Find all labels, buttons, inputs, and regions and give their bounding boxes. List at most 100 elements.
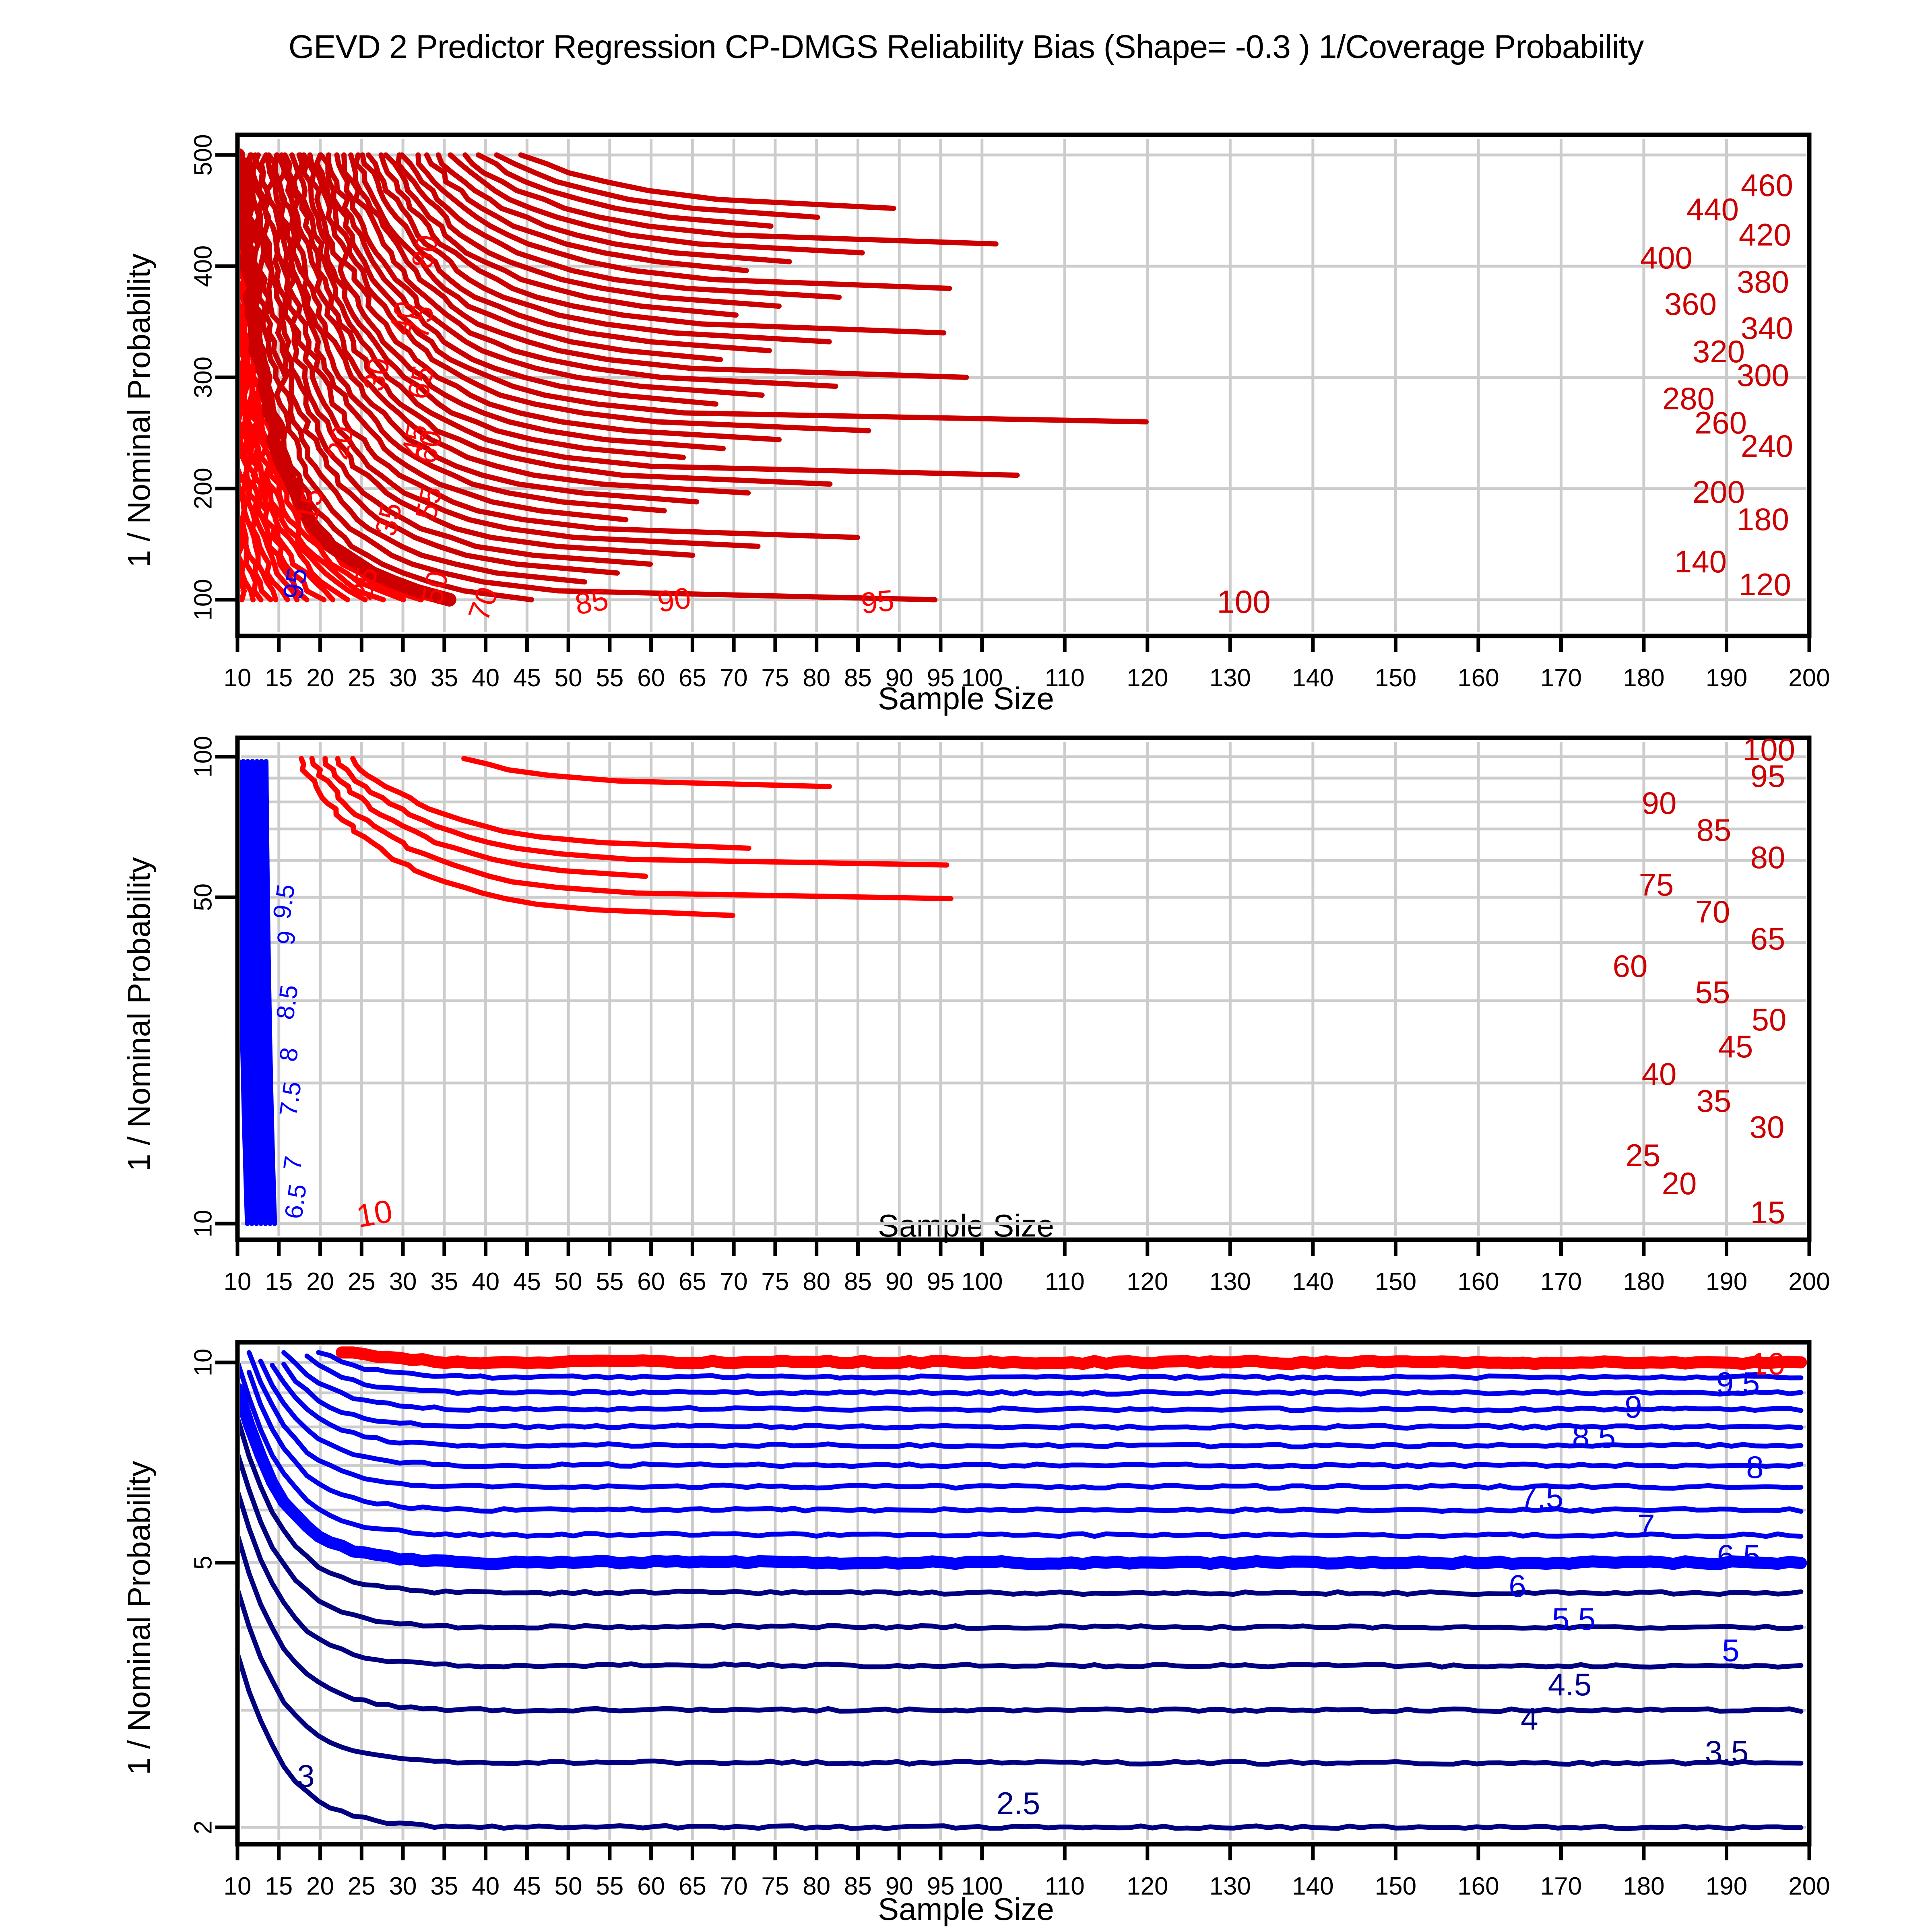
y-tick-label: 300 [190,357,217,398]
x-tick-label: 15 [265,664,293,692]
contour-label: 35 [369,500,408,539]
x-tick-label: 190 [1706,1268,1747,1296]
contour-line-blue-8 [250,759,264,1226]
x-tick-label: 150 [1375,664,1416,692]
contour-right-label-5.5: 5.5 [1552,1601,1596,1637]
x-tick-label: 95 [927,664,954,692]
contour-right-label-70: 70 [1695,894,1730,929]
page-title: GEVD 2 Predictor Regression CP-DMGS Reli… [288,29,1644,65]
contour-right-label-65: 65 [1750,921,1785,956]
contour-line-90 [240,158,406,603]
contour-label: 95 [277,566,313,602]
contour-line-55 [240,372,300,603]
plot-border [235,1340,1812,1847]
contour-line-370 [378,152,947,336]
x-tick-label: 50 [555,1268,582,1296]
y-tick-label: 200 [190,468,217,509]
contour-line-20 [461,756,832,789]
panel-2-xlabel: Sample Size [878,1208,1054,1243]
x-tick-label: 25 [348,664,376,692]
x-tick-label: 50 [555,1872,582,1900]
y-tick-label: 50 [190,883,217,911]
contour-label: 65 [401,363,440,402]
contour-line-190 [272,152,629,522]
x-tick-label: 130 [1210,1268,1251,1296]
contour-line-130 [247,152,587,585]
x-tick-label: 180 [1623,1268,1664,1296]
x-tick-label: 65 [679,1268,706,1296]
panel-2: 1 / Nominal Probability Sample Size 10 15… [0,724,1932,1328]
contour-line-75 [240,210,350,603]
contour-right-label-140: 140 [1674,544,1727,579]
contour-line-7.5 [270,1362,1804,1449]
x-tick-label: 20 [306,1268,334,1296]
x-tick-label: 10 [224,1872,252,1900]
contour-line-250 [297,152,686,460]
contour-line-470 [494,152,820,220]
contour-right-label-4: 4 [1521,1701,1538,1736]
contour-label: 6.5 [280,1183,312,1221]
x-tick-label: 160 [1457,1268,1499,1296]
contour-line-12 [309,756,954,902]
panel-1: 1 / Nominal Probability Sample Size 10 15… [0,0,1932,724]
contour-line-blue-9 [241,759,254,1226]
contour-right-label-25: 25 [1626,1137,1661,1173]
contour-line-420 [424,152,749,273]
contour-label: 25 [345,564,384,603]
contour-right-label-15: 15 [1750,1195,1785,1230]
x-tick-label: 55 [596,1268,623,1296]
x-tick-label: 170 [1540,664,1582,692]
y-tick-label: 400 [190,246,217,287]
x-tick-label: 30 [389,1872,417,1900]
contour-right-label-30: 30 [1750,1109,1785,1145]
x-tick-label: 150 [1375,1268,1416,1296]
contour-right-label-7.5: 7.5 [1520,1480,1563,1515]
x-tick-label: 75 [761,1872,789,1900]
x-tick-label: 70 [720,664,748,692]
x-tick-label: 140 [1292,1268,1333,1296]
contour-line-240 [295,152,1020,478]
y-tick-label: 10 [190,1349,217,1377]
x-tick-label: 55 [596,664,623,692]
x-tick-label: 190 [1706,1872,1747,1900]
contour-label: 8.5 [271,983,303,1022]
contour-right-label-75: 75 [1639,867,1674,902]
contour-line-160 [259,152,696,558]
contour-label: 40 [383,298,422,338]
contour-label: 45 [395,421,434,460]
contour-right-label-50: 50 [1752,1002,1787,1037]
contour-right-label-3.5: 3.5 [1705,1734,1748,1769]
contour-line-450 [462,152,999,247]
x-tick-label: 20 [306,664,334,692]
x-tick-label: 85 [844,1872,872,1900]
contour-label: 9 [272,929,301,947]
contour-line-13 [322,756,648,879]
x-tick-label: 30 [389,1268,417,1296]
contour-right-label-95: 95 [1750,758,1785,794]
y-tick-label: 100 [190,579,217,620]
x-tick-label: 80 [803,1268,830,1296]
contour-label: 7.5 [275,1080,307,1118]
contour-line-2 [240,1653,1804,1831]
x-tick-label: 15 [265,1872,293,1900]
contour-line-480 [518,152,896,211]
plot-border [235,132,1812,638]
x-tick-label: 140 [1292,664,1333,692]
x-tick-label: 15 [265,1268,293,1296]
x-tick-label: 85 [844,1268,872,1296]
contour-label: 85 [572,582,611,621]
x-tick-label: 95 [927,1872,954,1900]
x-tick-label: 190 [1706,664,1747,692]
contour-right-label-6.5: 6.5 [1717,1538,1761,1573]
contour-label: 20 [320,423,360,462]
y-tick-label: 10 [190,1210,217,1238]
x-tick-label: 150 [1375,1872,1416,1900]
contour-line-65 [240,285,327,603]
x-tick-label: 180 [1623,664,1664,692]
y-tick-label: 5 [190,1556,217,1569]
contour-line-blue-9.5 [240,759,250,1226]
contour-right-label-260: 260 [1695,405,1747,440]
x-tick-label: 65 [679,664,706,692]
contour-line-380 [383,152,739,318]
